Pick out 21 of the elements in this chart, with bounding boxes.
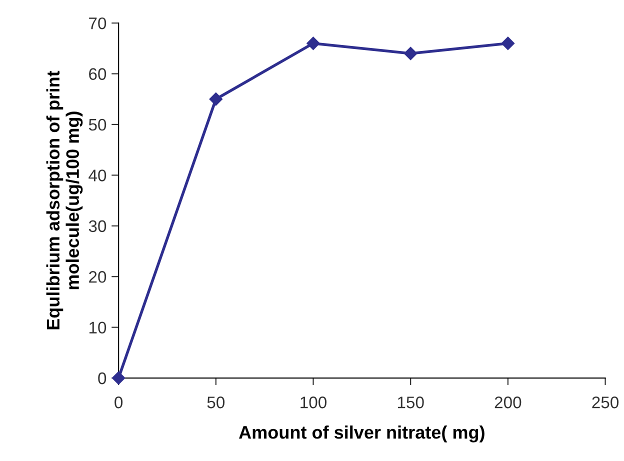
y-tick-label: 50 [88, 118, 106, 131]
y-tick-label: 40 [88, 170, 106, 182]
y-tick-label: 60 [89, 68, 106, 80]
x-tick-label: 50 [207, 396, 225, 408]
x-tick-label: 150 [398, 396, 424, 408]
point [306, 36, 320, 50]
point [112, 371, 126, 385]
y-axis-title: Equlibrium adsorption of print molecule(ug/100 mg) [46, 70, 83, 330]
point [404, 46, 418, 60]
y-tick-label: 0 [98, 372, 106, 384]
y-tick-label: 30 [88, 220, 106, 232]
x-tick-label: 100 [300, 396, 326, 408]
y-tick-label: 10 [89, 322, 106, 334]
point [501, 36, 515, 50]
x-tick-label: 200 [494, 396, 522, 408]
point [209, 92, 222, 106]
x-axis-title: Amount of silver nitrate( mg) [238, 426, 484, 442]
y-tick-label: 20 [89, 271, 106, 283]
x-tick-label: 250 [592, 396, 619, 408]
x-tick-label: 0 [114, 396, 123, 408]
y-tick-label: 70 [89, 17, 106, 30]
